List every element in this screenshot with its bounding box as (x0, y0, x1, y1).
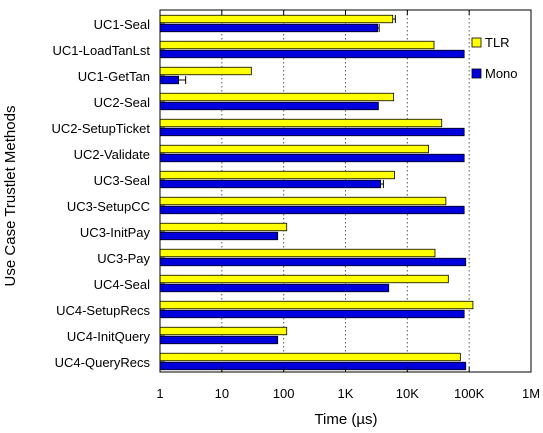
category-label: UC2-Seal (94, 95, 150, 110)
x-tick-labels: 1 10 100 1K 10K 100K 1M (156, 386, 540, 401)
x-tick-label: 1M (522, 386, 540, 401)
category-label: UC3-Seal (94, 173, 150, 188)
legend-swatch-mono (471, 68, 482, 79)
bar-mono (159, 49, 465, 59)
bar-tlr (159, 66, 252, 76)
x-tick-label: 100 (273, 386, 295, 401)
category-label: UC1-Seal (94, 17, 150, 32)
bar-mono (159, 23, 378, 33)
bar-tlr (159, 144, 429, 154)
bar-tlr (159, 248, 436, 258)
category-label: UC4-Seal (94, 277, 150, 292)
x-tick-label: 10 (215, 386, 229, 401)
plot-border (159, 9, 532, 373)
x-axis-label: Time (µs) (314, 411, 377, 428)
bar-mono (159, 179, 382, 189)
bar-mono (159, 283, 390, 293)
category-label: UC4-QueryRecs (55, 355, 151, 370)
category-label: UC2-Validate (74, 147, 150, 162)
legend-label-tlr: TLR (485, 35, 510, 50)
bar-mono (159, 127, 465, 137)
y-axis-label: Use Case Trustlet Methods (2, 106, 19, 287)
legend: TLR Mono (471, 35, 518, 81)
category-label: UC3-SetupCC (67, 199, 150, 214)
plot-frame (159, 9, 532, 373)
bar-mono (159, 257, 467, 267)
bar-tlr (159, 92, 395, 102)
bar-mono (159, 101, 379, 111)
bar-tlr (159, 196, 447, 206)
bar-tlr (159, 274, 449, 284)
category-label: UC2-SetupTicket (52, 121, 151, 136)
bar-mono (159, 309, 465, 319)
bar-tlr (159, 118, 443, 128)
category-labels: UC1-Seal UC1-LoadTanLst UC1-GetTan UC2-Seal… (52, 17, 151, 370)
bar-mono (159, 205, 465, 215)
legend-label-mono: Mono (485, 66, 518, 81)
bar-mono (159, 361, 467, 371)
bar-tlr (159, 352, 461, 362)
bar-tlr (159, 170, 395, 180)
bar-mono (159, 335, 279, 345)
bar-mono (159, 75, 180, 85)
x-tick-label: 1 (156, 386, 163, 401)
category-label: UC1-LoadTanLst (52, 43, 150, 58)
bar-tlr (159, 40, 435, 50)
bar-tlr (159, 222, 288, 232)
bar-tlr (159, 14, 394, 24)
x-tick-label: 10K (396, 386, 419, 401)
bar-tlr (159, 300, 474, 310)
bar-tlr (159, 326, 288, 336)
legend-swatch-tlr (471, 37, 482, 48)
category-label: UC4-SetupRecs (56, 303, 150, 318)
bar-mono (159, 231, 279, 241)
x-tick-label: 1K (338, 386, 354, 401)
bar-mono (159, 153, 465, 163)
category-label: UC4-InitQuery (67, 329, 151, 344)
category-label: UC3-InitPay (80, 225, 151, 240)
x-tick-label: 100K (454, 386, 485, 401)
category-label: UC3-Pay (97, 251, 150, 266)
bars (159, 14, 474, 371)
category-label: UC1-GetTan (78, 69, 150, 84)
